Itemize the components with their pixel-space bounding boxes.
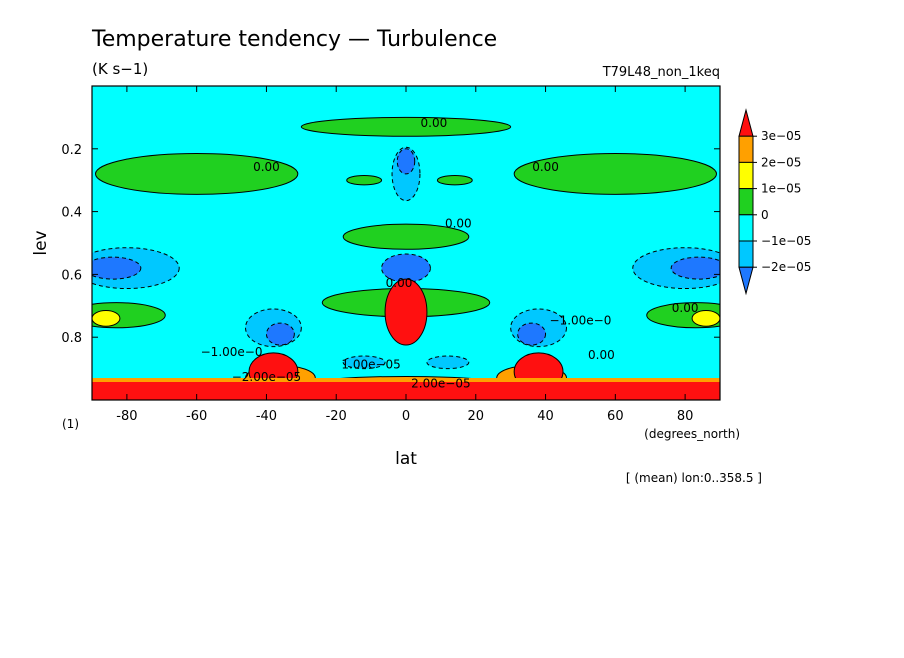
contour-labels: 0.00 0.00 0.00 0.00 0.00 0.00 −1.00e−0 −1.00e−0… (201, 116, 699, 391)
plot-area: 0.00 0.00 0.00 0.00 0.00 0.00 −1.00e−0 −1.00e−0… (92, 86, 720, 400)
contour-region-level--2 (396, 148, 416, 175)
contour-region-level--2 (670, 256, 720, 280)
colorbar-label: 3e−05 (761, 129, 801, 143)
contour-label: −1.00e−0 (550, 314, 612, 328)
contour-region-level-0 (436, 174, 473, 186)
colorbar-label: −2e−05 (761, 260, 811, 274)
contour-label: 0.00 (421, 116, 448, 130)
y-tick-label: 0.6 (61, 268, 82, 283)
experiment-label: T79L48_non_1keq (602, 65, 720, 80)
contour-region-level--2 (517, 322, 547, 346)
x-tick-label: 40 (537, 409, 554, 424)
contour-label: 0.00 (532, 160, 559, 174)
y-tick-label: 0.4 (61, 206, 82, 221)
contour-label: 0.00 (445, 216, 472, 230)
colorbar: 3e−05 2e−05 1e−05 0 −1e−05 −2e−05 (738, 108, 811, 296)
x-tick-label: 60 (607, 409, 624, 424)
colorbar-label: −1e−05 (761, 234, 811, 248)
colorbar-cell (738, 214, 754, 242)
contour-region-level-0 (94, 153, 299, 195)
contour-label: 1.00e−05 (341, 358, 400, 372)
contour-label: −2.00e−05 (232, 370, 301, 384)
colorbar-cell (738, 135, 754, 163)
contour-region-level--1 (426, 355, 470, 370)
contour-label: 0.00 (386, 276, 413, 290)
contour-region-level-0 (300, 116, 512, 137)
x-tick-label: 20 (468, 409, 485, 424)
y-axis-label: lev (31, 230, 51, 255)
x-tick-label: -60 (186, 409, 207, 424)
colorbar-cell (738, 161, 754, 190)
contour-region-level-1 (92, 310, 121, 327)
contour-label: −1.00e−0 (201, 345, 263, 359)
x-tick-label: -20 (326, 409, 347, 424)
y-tick-label: 0.2 (61, 143, 82, 158)
contour-label: 2.00e−05 (411, 376, 470, 390)
contour-region-level-3 (384, 278, 428, 346)
y-axis-units: (1) (62, 417, 79, 431)
colorbar-cell (738, 240, 754, 268)
surface-band (92, 378, 720, 400)
surface-band-red (92, 382, 720, 400)
x-tick-label: -40 (256, 409, 277, 424)
contour-region-level--2 (265, 322, 295, 346)
x-axis-label: lat (395, 449, 417, 469)
x-tick-label: -80 (116, 409, 137, 424)
colorbar-cell (738, 188, 754, 216)
contour-region-level-0 (346, 174, 383, 186)
contour-region-level-0 (342, 223, 470, 250)
x-axis: -80 -60 -40 -20 0 20 40 60 80 (116, 86, 693, 424)
contour-label: 0.00 (253, 160, 280, 174)
chart-units: (K s−1) (92, 60, 148, 78)
contour-label: 0.00 (588, 348, 615, 362)
mean-footnote: [ (mean) lon:0..358.5 ] (626, 471, 762, 485)
x-tick-label: 80 (677, 409, 694, 424)
colorbar-cell (738, 108, 754, 137)
colorbar-label: 2e−05 (761, 155, 801, 169)
colorbar-label: 0 (761, 208, 769, 222)
x-tick-label: 0 (402, 409, 410, 424)
contour-region-level--1 (342, 355, 386, 370)
contour-region-level--2 (92, 256, 142, 280)
y-axis: 0.2 0.4 0.6 0.8 (61, 143, 720, 346)
chart-title: Temperature tendency — Turbulence (91, 27, 497, 52)
colorbar-label: 1e−05 (761, 182, 801, 196)
y-tick-label: 0.8 (61, 331, 82, 346)
contour-label: 0.00 (672, 301, 699, 315)
colorbar-cell (738, 266, 754, 296)
x-axis-units: (degrees_north) (644, 427, 740, 441)
contour-region-level-0 (513, 153, 718, 195)
